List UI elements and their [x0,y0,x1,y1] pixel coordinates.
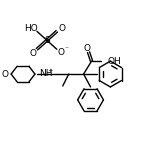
Text: +: + [47,68,52,73]
Text: O: O [58,24,65,33]
Text: HO: HO [24,24,38,33]
Text: ⁻: ⁻ [65,45,69,54]
Text: O: O [57,48,64,57]
Text: O: O [83,44,90,53]
Text: O: O [1,69,8,79]
Text: NH: NH [39,69,52,78]
Text: O: O [29,49,36,58]
Text: OH: OH [107,57,121,66]
Text: S: S [44,36,50,45]
